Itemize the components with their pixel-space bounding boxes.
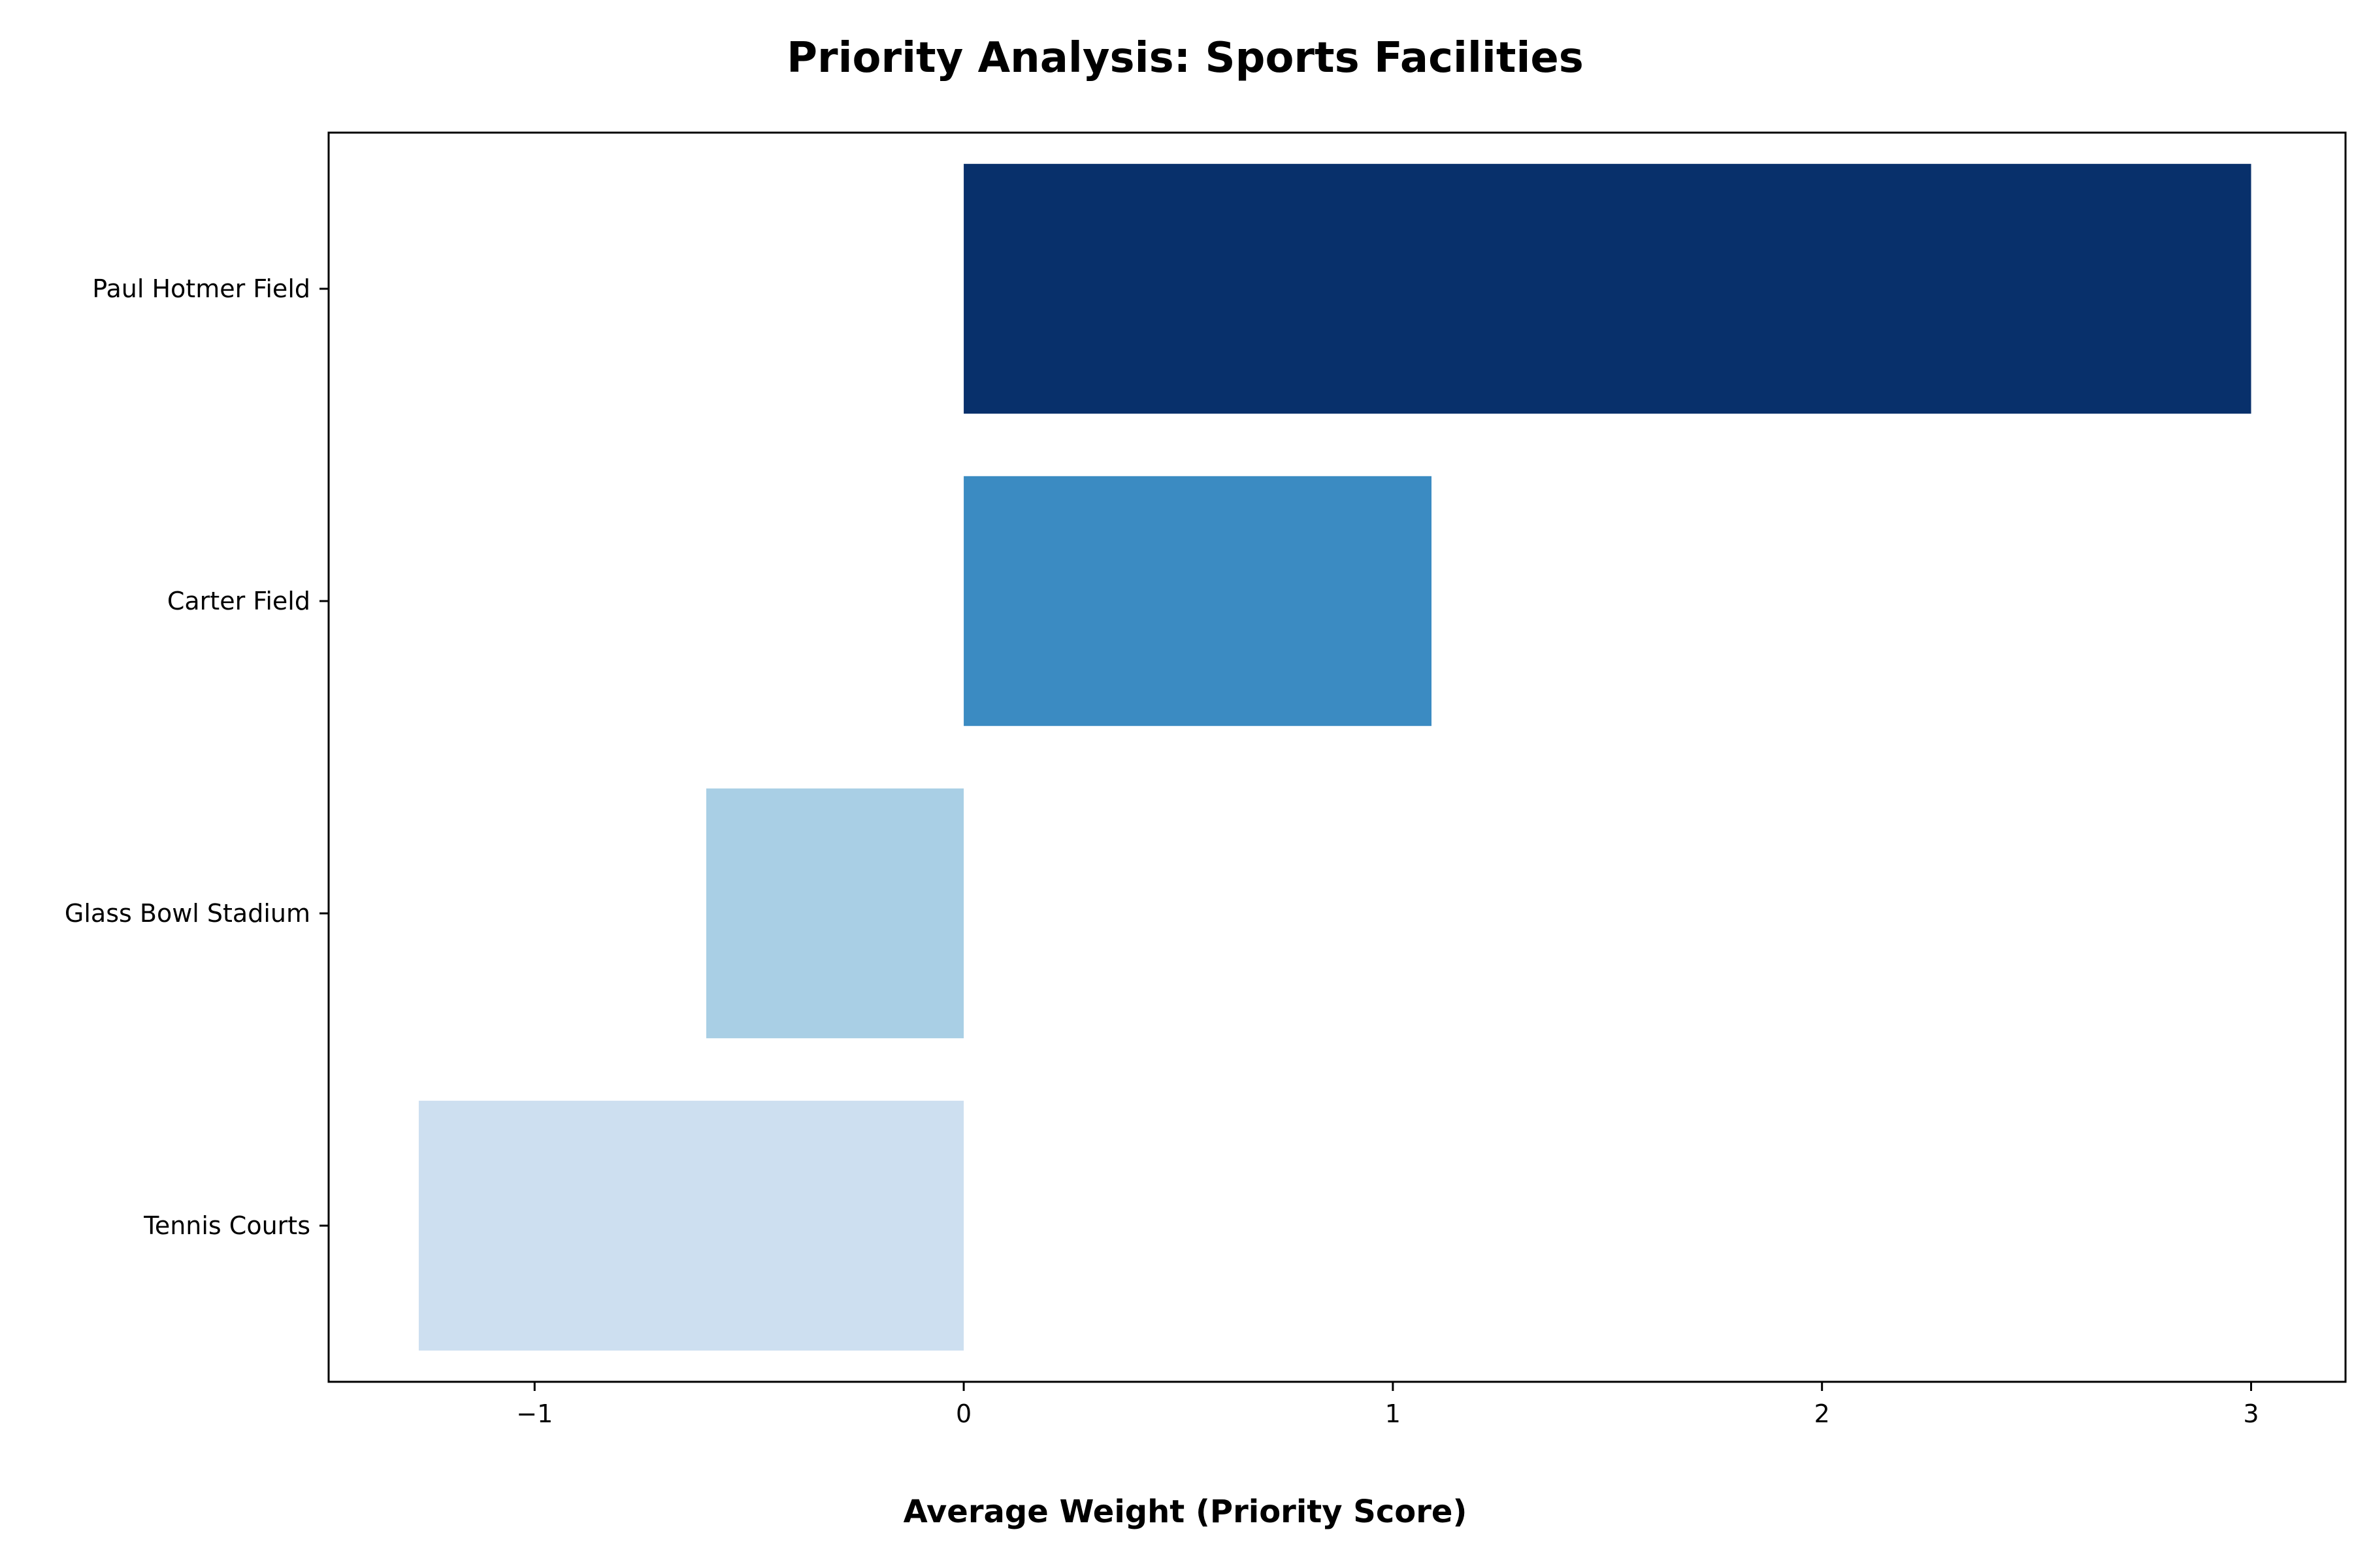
x-tick-label: 0 <box>956 1399 972 1428</box>
x-tick-label: −1 <box>516 1399 553 1428</box>
bar-carter-field <box>964 476 1431 727</box>
bars-group <box>418 163 2251 1351</box>
y-tick-label: Carter Field <box>167 587 310 615</box>
y-axis: Paul Hotmer Field Carter Field Glass Bowl … <box>65 274 329 1240</box>
y-tick-label: Paul Hotmer Field <box>92 274 310 303</box>
y-tick-label: Glass Bowl Stadium <box>65 899 310 928</box>
plot-frame <box>327 131 2347 1383</box>
x-tick-label: 3 <box>2243 1399 2259 1428</box>
bar-paul-hotmer-field <box>964 163 2251 414</box>
x-tick-label: 2 <box>1814 1399 1830 1428</box>
x-axis: −1 0 1 2 3 <box>516 1382 2259 1428</box>
bar-tennis-courts <box>418 1100 964 1351</box>
bar-glass-bowl-stadium <box>706 788 964 1039</box>
x-axis-label: Average Weight (Priority Score) <box>904 1494 1467 1530</box>
x-tick-label: 1 <box>1385 1399 1401 1428</box>
y-tick-label: Tennis Courts <box>143 1211 310 1240</box>
chart-title: Priority Analysis: Sports Facilities <box>787 34 1584 82</box>
